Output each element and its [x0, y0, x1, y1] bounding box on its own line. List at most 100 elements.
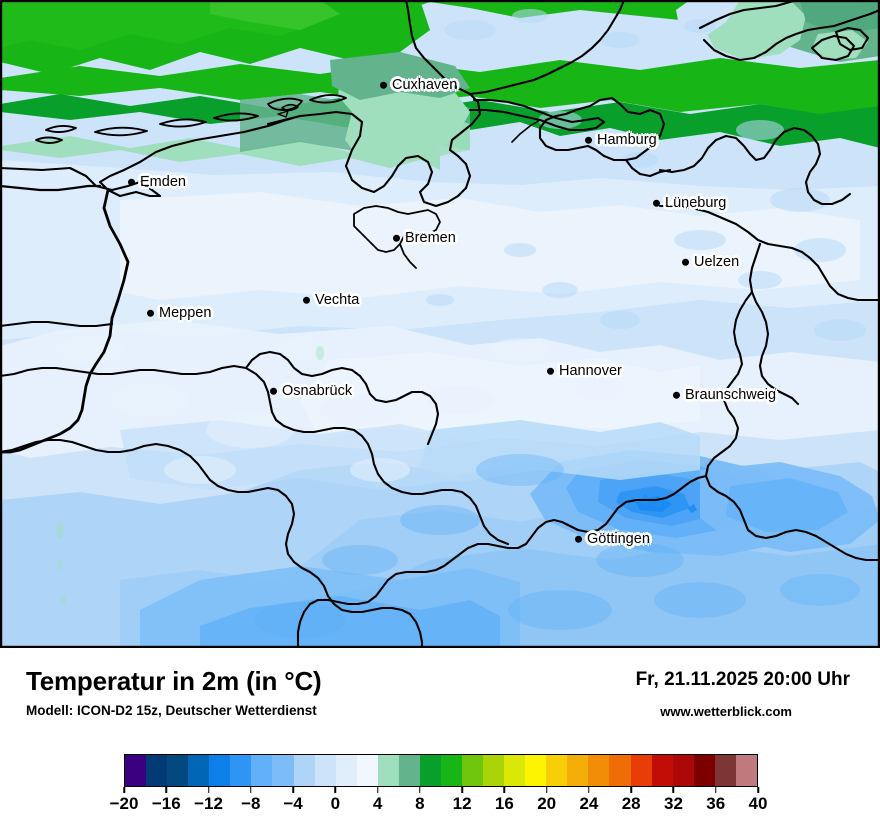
colorbar-swatch: [588, 755, 610, 786]
map-frame: [0, 0, 880, 646]
colorbar: −20 −16 −12 −8 −4 0 4 8 12 16 20 24 28 32 36 40: [110, 754, 768, 824]
city-dot-icon: [653, 199, 660, 207]
colorbar-swatch: [293, 755, 315, 786]
city-label: Vechta: [315, 291, 360, 308]
colorbar-tick-label: 16: [494, 794, 514, 813]
city-dot-icon: [147, 309, 154, 317]
colorbar-tick: [165, 787, 168, 793]
city-dot-icon: [585, 136, 592, 144]
colorbar-swatch: [546, 755, 568, 786]
colorbar-swatch: [209, 755, 231, 786]
colorbar-tick-label: 40: [748, 794, 768, 813]
colorbar-swatch: [230, 755, 252, 786]
city-label: Cuxhaven: [392, 76, 458, 93]
city-marker: Uelzen: [682, 255, 739, 270]
city-marker: Meppen: [147, 306, 211, 321]
city-label: Bremen: [405, 229, 456, 246]
city-label: Göttingen: [587, 530, 650, 547]
city-dot-icon: [380, 81, 387, 89]
colorbar-tick: [714, 787, 717, 793]
colorbar-tick: [334, 787, 337, 793]
city-label: Lüneburg: [665, 194, 727, 211]
colorbar-tick-label: −16: [151, 794, 181, 813]
city-dot-icon: [303, 296, 310, 304]
city-label: Uelzen: [694, 253, 740, 270]
colorbar-swatches: [124, 754, 758, 787]
colorbar-swatch: [630, 755, 652, 786]
colorbar-tick-label: −12: [194, 794, 223, 813]
city-label: Osnabrück: [282, 382, 353, 399]
city-dot-icon: [393, 234, 400, 242]
city-marker: Osnabrück: [270, 384, 352, 399]
city-dot-icon: [682, 258, 689, 266]
colorbar-tick: [250, 787, 252, 793]
colorbar-swatch: [609, 755, 631, 786]
city-marker: Lüneburg: [653, 196, 726, 211]
colorbar-tick-label: 36: [706, 794, 726, 813]
colorbar-tick-label: −4: [283, 794, 303, 813]
colorbar-tick: [292, 787, 294, 793]
colorbar-swatch: [525, 755, 547, 786]
colorbar-tick-label: 28: [621, 794, 641, 813]
colorbar-tick: [630, 787, 632, 793]
colorbar-tick: [503, 787, 506, 793]
city-dot-icon: [575, 535, 582, 543]
website-url: www.wetterblick.com: [660, 704, 792, 719]
colorbar-tick: [376, 787, 379, 793]
colorbar-tick: [419, 787, 421, 793]
colorbar-tick-label: 4: [372, 794, 383, 813]
colorbar-tick: [757, 787, 759, 793]
colorbar-swatch: [419, 755, 441, 786]
city-marker: Hamburg: [585, 133, 657, 148]
colorbar-tick-label: 0: [330, 794, 341, 813]
city-marker: Göttingen: [575, 532, 650, 547]
colorbar-tick: [207, 787, 210, 793]
colorbar-ticks: [123, 787, 759, 795]
temperature-map[interactable]: Cuxhaven Hamburg Emden Lüneburg Bremen Uelzen…: [0, 0, 880, 648]
colorbar-swatch: [356, 755, 378, 786]
city-marker: Vechta: [303, 293, 359, 308]
colorbar-swatch: [567, 755, 589, 786]
colorbar-swatch: [125, 755, 147, 786]
colorbar-swatch: [167, 755, 189, 786]
city-label: Braunschweig: [685, 386, 777, 403]
colorbar-swatch: [440, 755, 462, 786]
coastline-and-borders: [0, 0, 880, 646]
city-dot-icon: [673, 391, 680, 399]
city-labels-layer: Cuxhaven Hamburg Emden Lüneburg Bremen Uelzen…: [128, 76, 776, 547]
city-label: Hamburg: [597, 131, 657, 148]
colorbar-tick-label: 20: [537, 794, 557, 813]
colorbar-tick-label: −8: [241, 794, 261, 813]
valid-datetime: Fr, 21.11.2025 20:00 Uhr: [635, 669, 850, 690]
city-dot-icon: [547, 367, 554, 375]
colorbar-swatch: [504, 755, 526, 786]
colorbar-swatch: [672, 755, 694, 786]
colorbar-swatch: [735, 755, 757, 786]
colorbar-tick: [461, 787, 463, 793]
colorbar-tick: [545, 787, 548, 793]
colorbar-swatch: [462, 755, 484, 786]
city-label: Emden: [140, 173, 186, 190]
colorbar-swatch: [377, 755, 399, 786]
colorbar-tick-label: 24: [579, 794, 599, 813]
model-subtitle: Modell: ICON-D2 15z, Deutscher Wetterdie…: [26, 703, 317, 718]
colorbar-swatch: [483, 755, 505, 786]
colorbar-tick-label: −20: [109, 794, 139, 813]
city-dot-icon: [128, 178, 135, 186]
city-label: Hannover: [559, 362, 622, 379]
colorbar-swatch: [714, 755, 736, 786]
colorbar-tick-label: 8: [415, 794, 425, 813]
colorbar-tick: [123, 787, 125, 793]
colorbar-swatch: [146, 755, 168, 786]
colorbar-labels: −20 −16 −12 −8 −4 0 4 8 12 16 20 24 28 32 36 40: [110, 794, 768, 820]
map-raster: [0, 0, 880, 646]
page-title: Temperatur in 2m (in °C): [26, 666, 322, 696]
colorbar-swatch: [651, 755, 673, 786]
colorbar-swatch: [314, 755, 336, 786]
colorbar-tick-label: 32: [663, 794, 683, 813]
city-marker: Braunschweig: [673, 388, 776, 403]
colorbar-swatch: [251, 755, 273, 786]
colorbar-swatch: [272, 755, 294, 786]
city-marker: Hannover: [547, 364, 622, 379]
